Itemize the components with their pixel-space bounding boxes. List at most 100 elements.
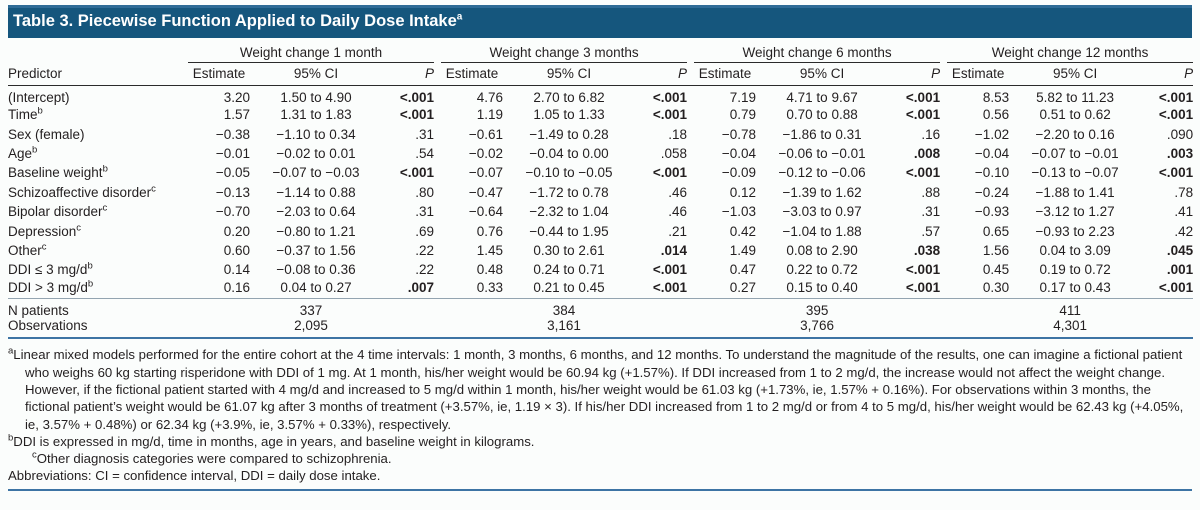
ci-value: −0.80 to 1.21 [276, 223, 356, 239]
estimate-value: −0.78 [721, 126, 757, 142]
estimate-value: −0.01 [215, 145, 250, 161]
ci-value: −1.10 to 0.34 [276, 126, 356, 142]
results-table: Weight change 1 month Weight change 3 mo… [8, 45, 1194, 340]
estimate-value: 0.30 [982, 279, 1010, 295]
ci-value: 4.71 to 9.67 [786, 90, 858, 105]
table-row: Schizoaffective disorderc −0.13 −1.14 to 0… [8, 183, 1193, 202]
p-value: .41 [1174, 204, 1194, 220]
footnote-marker: b [37, 105, 43, 117]
column-gap [687, 221, 694, 240]
p-value: .80 [415, 184, 435, 200]
summary-section: N patients 337 384 395 411 Observations … [8, 298, 1194, 340]
footnote-marker: b [87, 260, 93, 272]
predictor-label: Depressionc [8, 222, 82, 239]
ci-value: −1.88 to 1.41 [1035, 184, 1115, 200]
ci-value: −0.37 to 1.56 [276, 242, 356, 258]
estimate-value: −0.04 [974, 145, 1010, 161]
column-gap [434, 280, 441, 299]
predictor-label: Bipolar disorderc [8, 202, 108, 220]
ci-value: 0.17 to 0.43 [1039, 279, 1111, 295]
ci-value: 1.31 to 1.83 [280, 107, 352, 123]
ci-value: −0.08 to 0.36 [276, 262, 356, 278]
column-gap [434, 86, 441, 106]
estimate-value: −0.10 [974, 165, 1010, 181]
footnote-c: cOther diagnosis categories were compare… [32, 450, 1192, 467]
column-gap [940, 202, 947, 221]
footnote-a-text: Linear mixed models performed for the en… [13, 347, 1184, 432]
column-gap [434, 163, 441, 182]
estimate-value: 0.56 [982, 107, 1010, 123]
column-gap [687, 241, 694, 260]
footnote-b-text: DDI is expressed in mg/d, time in months… [13, 433, 535, 449]
column-gap [434, 183, 441, 202]
ci-column-header: 95% CI [250, 62, 382, 86]
estimate-value: −0.13 [215, 184, 250, 200]
table-row: Observations 2,095 3,161 3,766 4,301 [8, 318, 1194, 340]
column-gap [940, 163, 947, 182]
p-value: .54 [415, 145, 435, 161]
ci-value: −3.12 to 1.27 [1035, 204, 1115, 220]
table-figure: Table 3. Piecewise Function Applied to D… [8, 5, 1194, 491]
ci-value: −0.06 to −0.01 [778, 145, 866, 161]
column-gap [940, 124, 947, 143]
estimate-value: 1.19 [476, 107, 504, 123]
ci-value: −0.04 to 0.00 [529, 145, 609, 161]
ci-value: −1.39 to 1.62 [782, 184, 862, 200]
p-value: .46 [668, 184, 688, 200]
column-gap [940, 280, 947, 299]
estimate-value: 1.57 [223, 107, 250, 123]
predictor-label: Otherc [8, 241, 47, 258]
column-gap [687, 124, 694, 143]
footnote-marker: b [87, 278, 94, 290]
estimate-value: −0.05 [215, 165, 250, 181]
ci-value: 1.50 to 4.90 [280, 90, 352, 105]
estimate-value: −0.61 [468, 126, 504, 142]
ci-value: 0.15 to 0.40 [786, 279, 858, 295]
predictor-label: DDI > 3 mg/db [8, 278, 94, 295]
ci-value: −0.02 to 0.01 [276, 145, 356, 161]
footnote-b-marker: b [8, 432, 14, 444]
column-gap [434, 105, 441, 124]
predictor-label: Sex (female) [8, 126, 85, 142]
abbreviations-line: Abbreviations: CI = confidence interval,… [8, 468, 381, 484]
p-value: .058 [660, 145, 688, 161]
p-value: <.001 [399, 165, 435, 181]
table-row: (Intercept) 3.20 1.50 to 4.90 <.001 4.76 2.70… [8, 86, 1194, 106]
column-gap [940, 144, 947, 163]
ci-value: −1.14 to 0.88 [276, 184, 356, 200]
predictor-rows: (Intercept) 3.20 1.50 to 4.90 <.001 4.76 2.70… [8, 86, 1193, 299]
column-header-row: Predictor Estimate 95% CI P Estimate 95%… [8, 62, 1194, 86]
ci-column-header: 95% CI [756, 62, 889, 86]
p-value: <.001 [652, 279, 688, 295]
p-value: .42 [1174, 223, 1194, 239]
p-column-header: P [888, 62, 941, 86]
group-header-spacer [8, 45, 188, 63]
estimate-column-header: Estimate [694, 62, 757, 86]
summary-value: 3,766 [694, 318, 941, 340]
summary-value: 384 [441, 298, 688, 319]
p-value: <.001 [1158, 107, 1194, 123]
estimate-value: 0.76 [476, 223, 504, 239]
p-column-header: P [1141, 62, 1194, 86]
p-value: <.001 [1158, 90, 1194, 105]
estimate-column-header: Estimate [188, 62, 250, 86]
estimate-value: 0.79 [729, 107, 757, 123]
estimate-value: −1.02 [974, 126, 1010, 142]
p-value: .22 [415, 242, 435, 258]
estimate-value: −0.07 [468, 165, 504, 181]
column-gap [434, 124, 441, 143]
estimate-value: 1.49 [729, 242, 757, 258]
column-gap [687, 144, 694, 163]
ci-column-header: 95% CI [503, 62, 636, 86]
column-gap [687, 105, 694, 124]
footnote-marker: c [76, 222, 82, 234]
summary-value: 2,095 [188, 318, 435, 340]
estimate-value: 0.42 [729, 223, 757, 239]
predictor-label: Ageb [8, 144, 38, 161]
predictor-column-header: Predictor [8, 62, 188, 86]
column-gap [434, 202, 441, 221]
summary-value: 3,161 [441, 318, 688, 340]
estimate-value: 0.60 [223, 242, 250, 258]
ci-value: 0.19 to 0.72 [1039, 262, 1111, 278]
ci-value: −3.03 to 0.97 [782, 204, 862, 220]
